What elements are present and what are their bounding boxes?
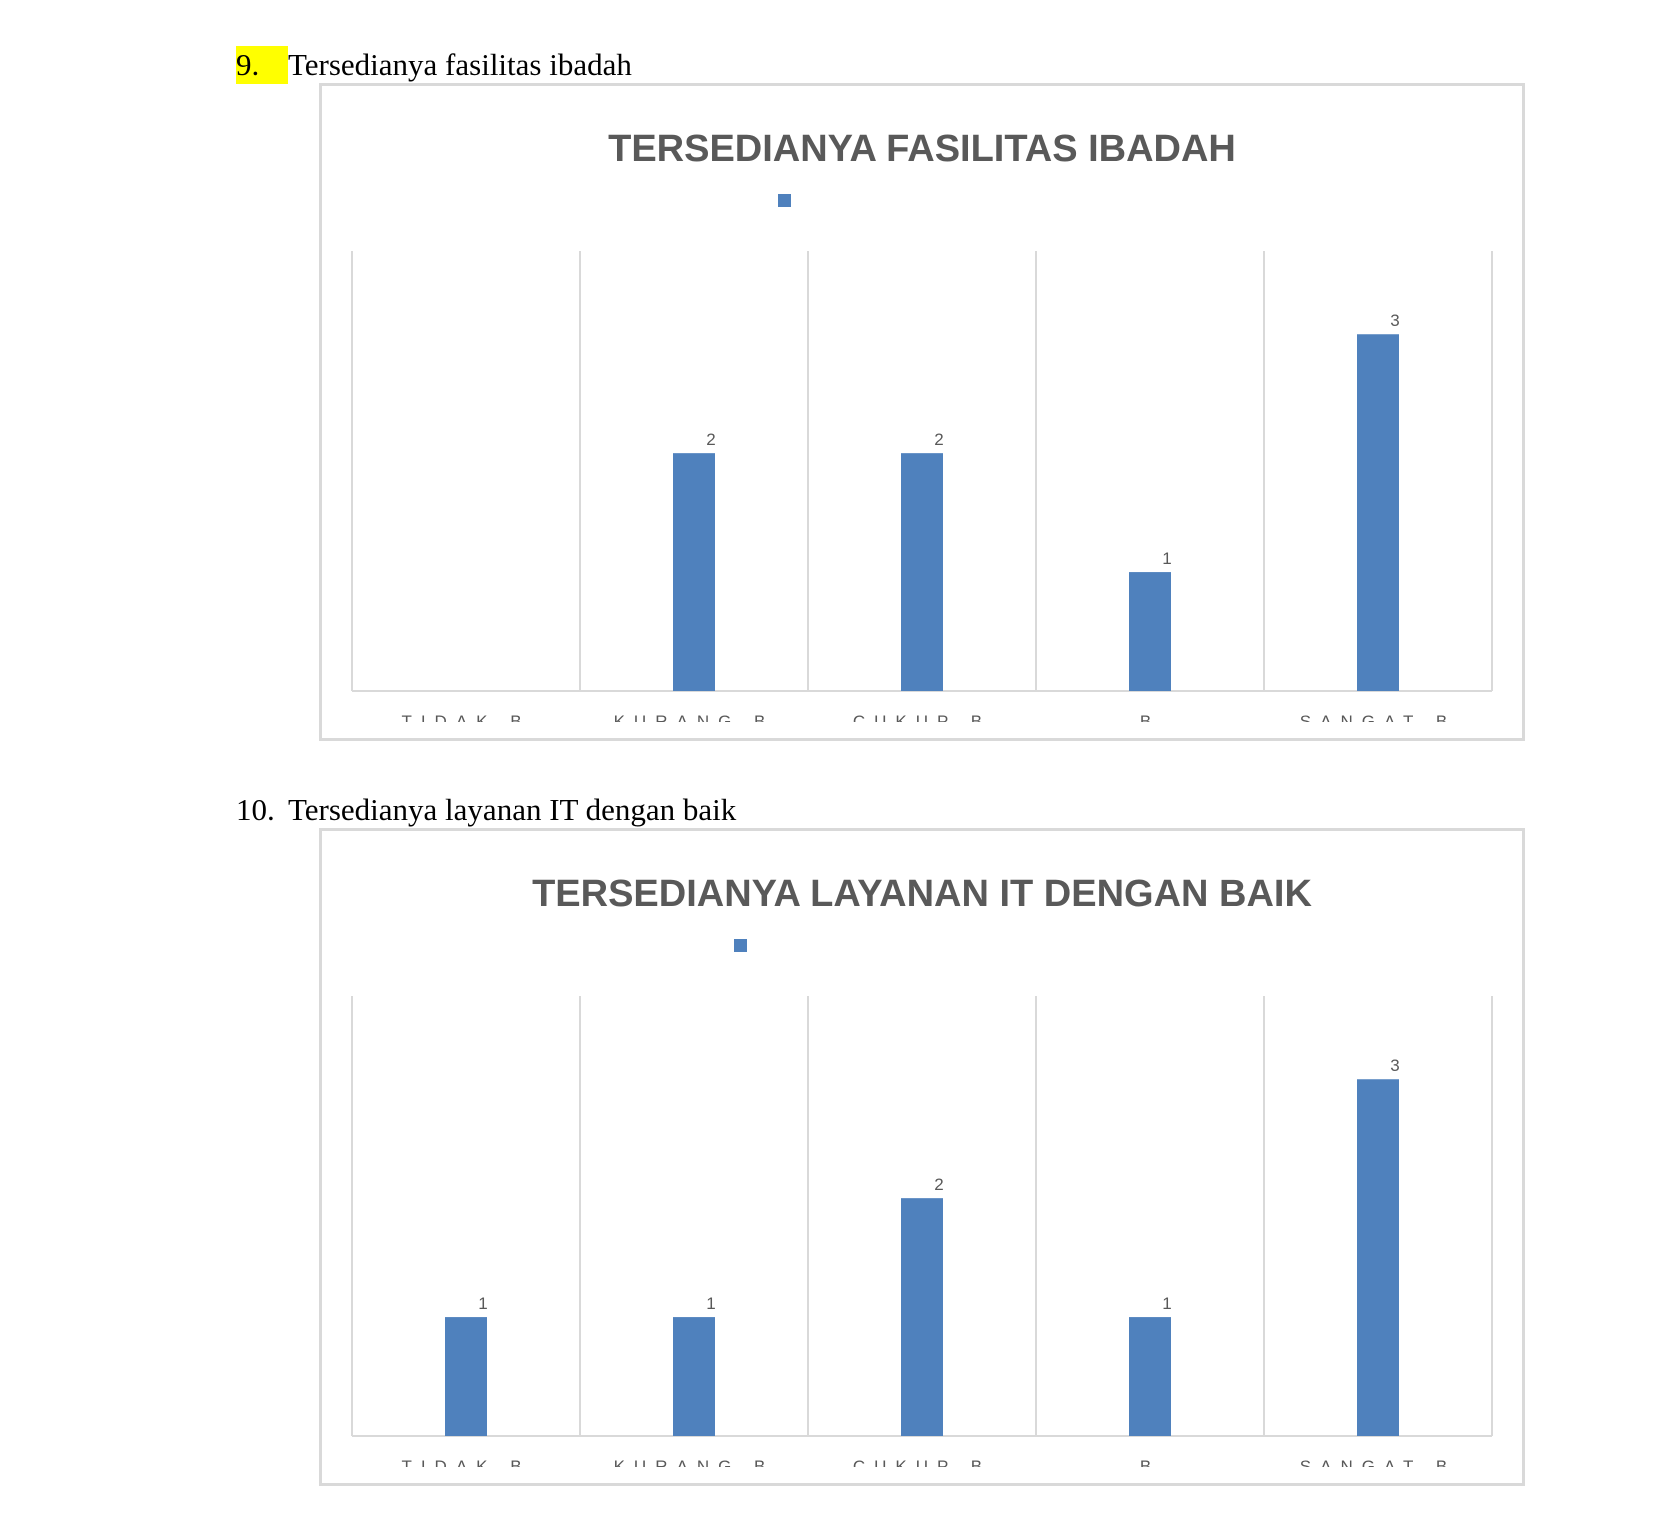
section-heading-10: 10. Tersedianya layanan IT dengan baik bbox=[236, 791, 736, 829]
chart-fasilitas-ibadah: TERSEDIANYA FASILITAS IBADAH TIDAK B 2 KUR… bbox=[319, 83, 1525, 741]
data-label: 3 bbox=[1390, 1056, 1399, 1075]
section-number: 9. bbox=[236, 46, 288, 84]
bar-b bbox=[1129, 572, 1171, 691]
bar-b bbox=[1129, 1317, 1171, 1436]
bar-cukup-b bbox=[901, 453, 943, 691]
data-label: 1 bbox=[1162, 1294, 1171, 1313]
data-label: 2 bbox=[934, 1175, 943, 1194]
section-title: Tersedianya layanan IT dengan baik bbox=[288, 792, 737, 827]
chart-title: TERSEDIANYA LAYANAN IT DENGAN BAIK bbox=[532, 873, 1312, 915]
bar-tidak-b bbox=[445, 1317, 487, 1436]
data-label: 2 bbox=[706, 430, 715, 449]
section-number: 10. bbox=[236, 792, 275, 827]
bar-sangat-b bbox=[1357, 334, 1399, 691]
data-label: 1 bbox=[706, 1294, 715, 1313]
bar-cukup-b bbox=[901, 1198, 943, 1436]
data-label: 1 bbox=[478, 1294, 487, 1313]
label-clip bbox=[322, 1467, 1522, 1483]
data-label: 1 bbox=[1162, 549, 1171, 568]
label-clip bbox=[322, 722, 1522, 738]
category-label: B bbox=[1140, 712, 1160, 731]
section-heading-9: 9. Tersedianya fasilitas ibadah bbox=[236, 46, 632, 84]
chart-layanan-it: TERSEDIANYA LAYANAN IT DENGAN BAIK 1 TIDA… bbox=[319, 828, 1525, 1486]
category-label: B bbox=[1140, 1457, 1160, 1476]
bar-kurang-b bbox=[673, 453, 715, 691]
data-label: 2 bbox=[934, 430, 943, 449]
legend-swatch bbox=[778, 194, 791, 207]
bar-sangat-b bbox=[1357, 1079, 1399, 1436]
data-label: 3 bbox=[1390, 311, 1399, 330]
chart-title: TERSEDIANYA FASILITAS IBADAH bbox=[608, 128, 1236, 170]
legend-swatch bbox=[734, 939, 747, 952]
section-title: Tersedianya fasilitas ibadah bbox=[288, 47, 632, 82]
bar-kurang-b bbox=[673, 1317, 715, 1436]
